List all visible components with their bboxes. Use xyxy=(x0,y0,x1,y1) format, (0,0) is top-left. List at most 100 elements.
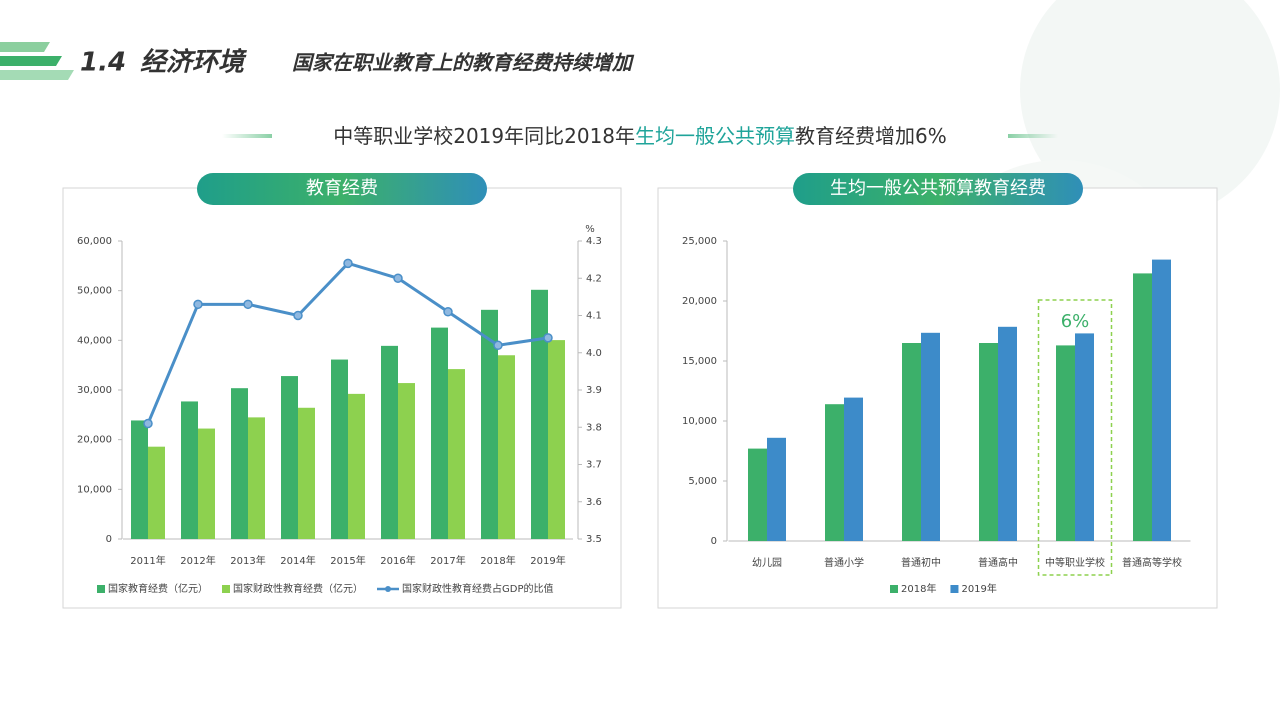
legend-swatch xyxy=(890,585,898,593)
bar xyxy=(825,404,844,541)
line-point xyxy=(393,273,403,283)
bar xyxy=(281,376,298,539)
line-point xyxy=(143,418,153,429)
y-tick-label: 40,000 xyxy=(77,335,112,346)
bar xyxy=(481,309,498,539)
y-tick-label: 30,000 xyxy=(77,385,112,396)
bar xyxy=(431,327,448,539)
line-point xyxy=(243,299,253,310)
legend-label: 国家财政性教育经费（亿元） xyxy=(233,582,363,595)
line-point xyxy=(193,299,203,310)
x-tick-label: 2011年 xyxy=(130,554,165,567)
y-tick-label: 15,000 xyxy=(682,356,717,367)
section-number: 1.4 xyxy=(80,48,126,78)
line-point xyxy=(493,340,503,351)
bar xyxy=(298,407,315,539)
bar xyxy=(148,446,165,539)
y2-tick-label: 4.1 xyxy=(586,311,602,322)
chart-title-pill xyxy=(793,173,1083,205)
y-tick-label: 0 xyxy=(106,534,112,545)
x-tick-label: 2014年 xyxy=(280,554,315,567)
chart-title-pill xyxy=(197,173,487,205)
y2-tick-label: 3.6 xyxy=(586,497,602,508)
bar xyxy=(131,420,148,539)
headline-part: 中等职业学校2019年同比2018年 xyxy=(333,124,635,148)
bar xyxy=(1056,345,1075,541)
line-point xyxy=(343,258,353,269)
x-tick-label: 2019年 xyxy=(530,554,565,567)
x-tick-label: 2012年 xyxy=(180,554,215,567)
bar xyxy=(198,428,215,539)
header-stripes xyxy=(0,42,74,80)
headline: 中等职业学校2019年同比2018年生均一般公共预算教育经费增加6% xyxy=(333,124,947,148)
y2-tick-label: 4.0 xyxy=(586,348,602,359)
y-tick-label: 25,000 xyxy=(682,236,717,247)
line-point xyxy=(543,333,553,343)
bar xyxy=(844,397,863,541)
headline-part: 教育经费增加6% xyxy=(795,124,947,148)
annotation-box xyxy=(1037,299,1113,576)
bar xyxy=(767,437,786,541)
y-tick-label: 10,000 xyxy=(77,484,112,495)
legend-label: 国家教育经费（亿元） xyxy=(108,582,208,595)
bar xyxy=(1133,273,1152,541)
y-tick-label: 20,000 xyxy=(682,296,717,307)
y2-tick-label: 3.9 xyxy=(586,385,602,396)
y2-tick-label: 3.5 xyxy=(586,534,602,545)
x-tick-label: 2013年 xyxy=(230,554,265,567)
x-tick-label: 普通初中 xyxy=(901,556,941,569)
y-tick-label: 5,000 xyxy=(688,476,717,487)
bar xyxy=(231,388,248,539)
legend-swatch xyxy=(385,586,391,592)
x-tick-label: 2017年 xyxy=(430,554,465,567)
legend-label: 2019年 xyxy=(961,582,996,595)
bar xyxy=(331,359,348,539)
bar xyxy=(921,332,940,541)
chart-title: 教育经费 xyxy=(306,178,378,199)
line-point xyxy=(443,307,453,317)
bar xyxy=(348,393,365,539)
x-tick-label: 幼儿园 xyxy=(752,556,782,569)
y2-tick-label: 3.8 xyxy=(586,422,602,433)
y-tick-label: 10,000 xyxy=(682,416,717,427)
bar xyxy=(181,401,198,539)
section-title: 经济环境 xyxy=(140,48,247,78)
y2-unit: % xyxy=(585,224,595,235)
bar xyxy=(248,417,265,539)
bar xyxy=(448,369,465,539)
y2-tick-label: 4.2 xyxy=(586,273,602,284)
bar xyxy=(1152,259,1171,541)
headline-highlight: 生均一般公共预算 xyxy=(635,124,795,148)
legend-swatch xyxy=(97,585,105,593)
bar xyxy=(902,343,921,541)
x-tick-label: 普通高中 xyxy=(978,556,1018,569)
bar xyxy=(748,448,767,541)
x-tick-label: 2015年 xyxy=(330,554,365,567)
y-tick-label: 0 xyxy=(711,536,717,547)
legend-swatch xyxy=(950,585,959,593)
annotation: 6% xyxy=(1061,311,1090,332)
x-tick-label: 2018年 xyxy=(480,554,515,567)
legend-label: 2018年 xyxy=(901,582,936,595)
bar xyxy=(531,289,548,539)
section-subtitle: 国家在职业教育上的教育经费持续增加 xyxy=(292,51,635,75)
bar xyxy=(979,343,998,541)
chart-title: 生均一般公共预算教育经费 xyxy=(830,178,1046,199)
x-tick-label: 普通小学 xyxy=(824,556,864,569)
headline-decor xyxy=(222,134,272,138)
bar xyxy=(398,383,415,539)
bar xyxy=(498,355,515,539)
x-tick-label: 中等职业学校 xyxy=(1045,556,1105,569)
bar xyxy=(1075,333,1094,541)
bar xyxy=(998,326,1017,541)
legend-swatch xyxy=(222,585,230,593)
y-tick-label: 50,000 xyxy=(77,286,112,297)
x-tick-label: 普通高等学校 xyxy=(1122,556,1182,569)
bar xyxy=(381,345,398,539)
y-tick-label: 20,000 xyxy=(77,435,112,446)
bar xyxy=(548,340,565,539)
y-tick-label: 60,000 xyxy=(77,236,112,247)
line-point xyxy=(293,310,303,321)
y2-tick-label: 4.3 xyxy=(586,236,602,247)
